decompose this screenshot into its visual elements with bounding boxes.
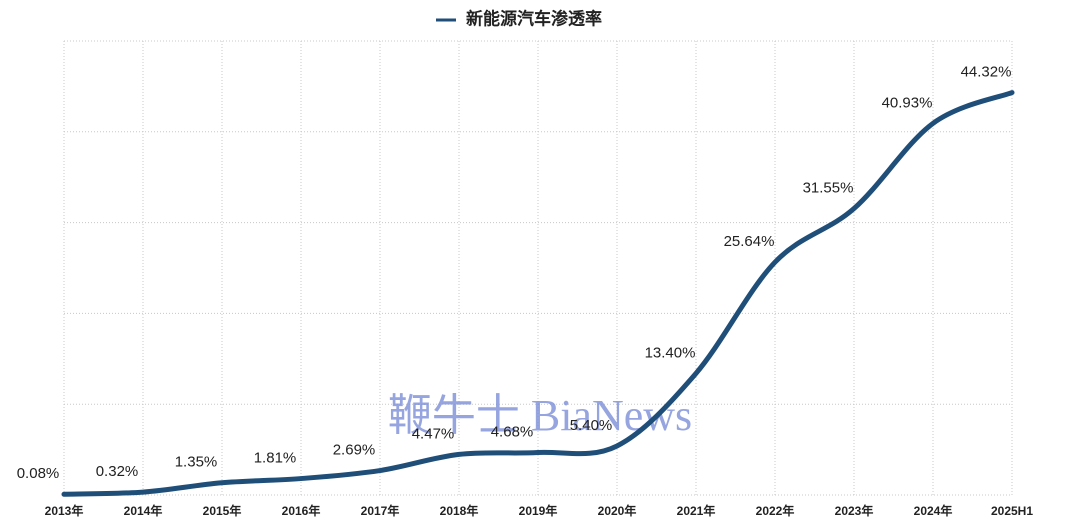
- data-label: 40.93%: [882, 94, 933, 111]
- x-tick-label: 2017年: [361, 503, 400, 518]
- x-tick-label: 2015年: [203, 503, 242, 518]
- x-tick-label: 2013年: [45, 503, 84, 518]
- data-label: 25.64%: [724, 233, 775, 250]
- data-label: 1.81%: [254, 450, 297, 467]
- data-label: 13.40%: [645, 344, 696, 361]
- line: [61, 90, 1015, 497]
- data-label: 0.08%: [17, 465, 60, 482]
- data-label: 1.35%: [175, 454, 218, 471]
- data-label: 4.47%: [412, 425, 455, 442]
- x-tick-label: 2020年: [598, 503, 637, 518]
- x-tick-label: 2014年: [124, 503, 163, 518]
- data-label: 31.55%: [803, 179, 854, 196]
- x-tick-label: 2024年: [914, 503, 953, 518]
- data-label: 5.40%: [570, 417, 613, 434]
- x-tick-label: 2023年: [835, 503, 874, 518]
- x-tick-label: 2018年: [440, 503, 479, 518]
- x-tick-label: 2016年: [282, 503, 321, 518]
- data-label: 0.32%: [96, 463, 139, 480]
- x-tick-label: 2019年: [519, 503, 558, 518]
- legend-label: 新能源汽车渗透率: [466, 8, 602, 28]
- data-label: 4.68%: [491, 423, 534, 440]
- x-tick-label: 2025H1: [991, 504, 1033, 518]
- data-label: 2.69%: [333, 442, 376, 459]
- x-tick-label: 2021年: [677, 503, 716, 518]
- x-tick-label: 2022年: [756, 503, 795, 518]
- data-label: 44.32%: [961, 64, 1012, 81]
